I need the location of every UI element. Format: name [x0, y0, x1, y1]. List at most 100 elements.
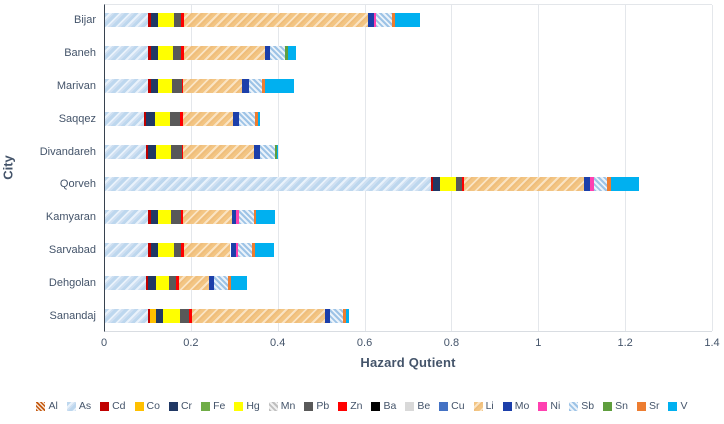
bar-segment-sb: [237, 243, 252, 257]
legend-swatch-al: [36, 401, 46, 411]
bar-segment-sb: [330, 308, 344, 323]
gridline: [538, 5, 540, 331]
legend-label: Sb: [581, 400, 595, 412]
legend-label: Cr: [180, 400, 193, 412]
bar-segment-cr: [150, 46, 158, 61]
bar-segment-as: [105, 308, 149, 323]
legend-item-as: As: [66, 400, 92, 412]
bar-segment-v: [610, 177, 639, 192]
bar-segment-hg: [157, 46, 173, 61]
plot-area: [104, 4, 713, 332]
bar-segment-sb: [376, 13, 392, 28]
bar-segment-v: [276, 144, 279, 159]
city-label: Marivan: [56, 80, 96, 92]
legend-label: Cu: [451, 400, 465, 412]
bar-segment-hg: [157, 13, 174, 28]
bar-segment-zn: [181, 13, 184, 28]
bar-segment-sn: [285, 46, 289, 61]
x-tick-label: 0.6: [356, 337, 373, 349]
legend-label: Hg: [246, 400, 260, 412]
bar-row-kamyaran: [105, 210, 713, 225]
bar-segment-v: [256, 210, 276, 225]
legend-label: Mo: [514, 400, 530, 412]
bar-segment-zn: [180, 111, 184, 126]
bar-segment-pb: [171, 144, 183, 159]
bar-segment-cr: [150, 210, 158, 225]
bar-segment-cd: [148, 13, 151, 28]
x-tick-label: 0.4: [270, 337, 286, 349]
bar-segment-cr: [148, 144, 157, 159]
legend-swatch-hg: [234, 401, 244, 411]
bar-segment-ni: [374, 13, 377, 28]
bar-segment-cd: [144, 111, 147, 126]
legend-item-fe: Fe: [201, 400, 225, 412]
legend-label: Cd: [112, 400, 126, 412]
bar-segment-cd: [148, 79, 151, 93]
bar-segment-as: [105, 243, 149, 257]
bar-segment-mo: [242, 79, 250, 93]
gridline: [625, 5, 627, 331]
bar-segment-sr: [228, 275, 232, 290]
gridline: [712, 5, 713, 331]
bar-segment-as: [105, 13, 149, 28]
bar-segment-v: [231, 275, 248, 290]
bar-segment-as: [105, 177, 431, 192]
legend-swatch-as: [66, 401, 76, 411]
legend-swatch-fe: [201, 401, 211, 411]
legend-item-zn: Zn: [338, 400, 362, 412]
bar-segment-as: [105, 275, 147, 290]
legend-label: Fe: [213, 400, 226, 412]
bar-row-dehgolan: [105, 275, 713, 290]
gridline: [364, 5, 366, 331]
bar-segment-li: [183, 111, 234, 126]
bar-segment-cd: [148, 308, 150, 323]
bar-row-sanandaj: [105, 308, 713, 323]
bar-segment-li: [183, 79, 243, 93]
bar-segment-hg: [162, 308, 180, 323]
bar-row-marivan: [105, 79, 713, 93]
bar-segment-hg: [158, 79, 173, 93]
bar-segment-li: [182, 210, 232, 225]
bar-segment-ni: [589, 177, 594, 192]
bar-segment-v: [254, 243, 274, 257]
bar-segment-mo: [230, 243, 236, 257]
bar-segment-sr: [343, 308, 347, 323]
bar-segment-sb: [593, 177, 608, 192]
bar-segment-zn: [182, 144, 184, 159]
x-tick-label: 0: [100, 337, 108, 349]
bar-segment-hg: [154, 111, 171, 126]
bar-row-sarvabad: [105, 243, 713, 257]
bar-segment-mo: [233, 111, 240, 126]
bar-segment-sr: [253, 210, 257, 225]
bar-segment-sb: [270, 46, 286, 61]
bar-segment-hg: [157, 210, 172, 225]
bar-row-saqqez: [105, 111, 713, 126]
x-tick-label: 1.2: [617, 337, 633, 349]
bar-segment-sr: [262, 79, 266, 93]
city-label: Bijar: [73, 14, 96, 27]
legend-item-al: Al: [36, 400, 58, 412]
legend-swatch-li: [473, 401, 483, 411]
legend-label: Ni: [550, 400, 561, 412]
legend-label: Sn: [615, 400, 628, 412]
legend-item-ba: Ba: [371, 400, 396, 412]
legend-item-sr: Sr: [636, 400, 659, 412]
legend-item-sb: Sb: [569, 400, 594, 412]
bar-segment-co: [149, 308, 156, 323]
legend-label: As: [78, 400, 92, 412]
bar-segment-mo: [584, 177, 590, 192]
chart-legend: Al As Cd Co Cr Fe Hg Mn Pb Zn Ba Be Cu Li Mo Ni Sb Sn Sr V: [0, 400, 724, 412]
bar-segment-pb: [171, 210, 181, 225]
legend-swatch-cu: [439, 401, 449, 411]
legend-item-ni: Ni: [538, 400, 560, 412]
bar-segment-cr: [150, 79, 159, 93]
bar-segment-sb: [238, 210, 254, 225]
bar-row-divandareh: [105, 144, 713, 159]
legend-item-hg: Hg: [234, 400, 260, 412]
bar-segment-hg: [156, 144, 172, 159]
bar-row-baneh: [105, 46, 713, 61]
legend-label: Pb: [316, 400, 330, 412]
bar-segment-li: [179, 275, 210, 290]
bar-segment-li: [183, 144, 255, 159]
bar-segment-sr: [391, 13, 396, 28]
